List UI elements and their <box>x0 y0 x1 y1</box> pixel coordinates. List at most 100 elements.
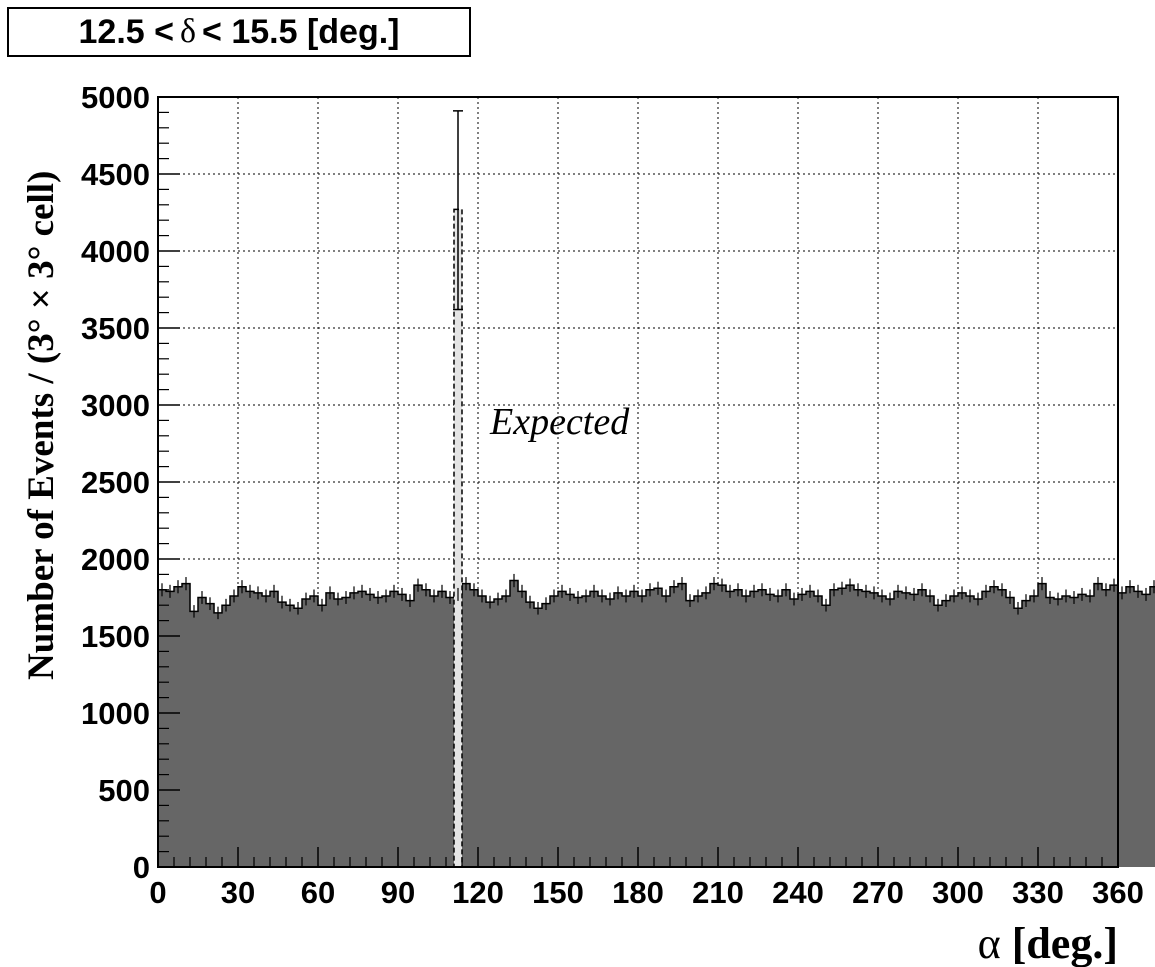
x-tick-label: 300 <box>932 875 984 910</box>
histogram-bar <box>1126 586 1135 867</box>
histogram-bar <box>486 602 495 867</box>
histogram-bar <box>334 599 343 867</box>
histogram-bar <box>190 611 199 867</box>
histogram-bar <box>542 603 551 867</box>
histogram-bar <box>462 583 471 867</box>
y-tick-label: 1500 <box>81 619 150 654</box>
histogram-bar <box>694 595 703 867</box>
histogram-bar <box>822 605 831 867</box>
histogram-bar <box>766 594 775 867</box>
y-tick-label: 3500 <box>81 311 150 346</box>
observed-histogram <box>158 579 1155 867</box>
histogram-bar <box>286 605 295 867</box>
x-tick-label: 90 <box>381 875 415 910</box>
histogram-bar <box>446 597 455 867</box>
histogram-bar <box>838 588 847 867</box>
histogram-bar <box>630 591 639 867</box>
histogram-bar <box>918 589 927 867</box>
histogram-bar <box>782 589 791 867</box>
histogram-bar <box>1030 595 1039 867</box>
histogram-bar <box>598 595 607 867</box>
histogram-bar <box>1110 585 1119 867</box>
histogram-bar <box>886 599 895 867</box>
histogram-bar <box>1142 594 1151 867</box>
histogram-bar <box>966 595 975 867</box>
histogram-bar <box>854 589 863 867</box>
histogram-bar <box>870 592 879 867</box>
y-tick-label: 2500 <box>81 465 150 500</box>
histogram-bar <box>374 597 383 867</box>
histogram-bar <box>414 585 423 867</box>
histogram-bar <box>246 591 255 867</box>
histogram-bar <box>406 600 415 867</box>
histogram-bar <box>398 594 407 867</box>
histogram-bar <box>686 600 695 867</box>
x-tick-labels: 0 30 60 90 120 150 180 210 240 270 300 330 360 <box>149 875 1143 910</box>
histogram-bar <box>558 591 567 867</box>
histogram-bar <box>830 589 839 867</box>
histogram-bar <box>702 592 711 867</box>
x-tick-label: 330 <box>1012 875 1064 910</box>
chart-title-suffix: < 15.5 [deg.] <box>202 12 400 51</box>
histogram-bar <box>1070 597 1079 867</box>
histogram-bar <box>798 594 807 867</box>
histogram-bar <box>998 589 1007 867</box>
histogram-bar <box>910 594 919 867</box>
histogram-bar <box>574 597 583 867</box>
x-tick-label: 270 <box>852 875 904 910</box>
histogram-bar <box>550 595 559 867</box>
histogram-bar <box>1134 591 1143 867</box>
histogram-bar <box>270 591 279 867</box>
histogram-bar <box>1038 583 1047 867</box>
x-tick-label: 240 <box>772 875 824 910</box>
histogram-bar <box>750 591 759 867</box>
histogram-bar <box>382 595 391 867</box>
histogram-bar <box>342 597 351 867</box>
expected-annotation: Expected <box>489 401 630 443</box>
histogram-bar <box>302 599 311 867</box>
histogram-bar <box>430 595 439 867</box>
histogram-bar <box>726 591 735 867</box>
histogram-bar <box>1054 599 1063 867</box>
y-tick-label: 1000 <box>81 696 150 731</box>
histogram-bar <box>1006 597 1015 867</box>
histogram-bar <box>502 595 511 867</box>
histogram-bar <box>494 599 503 867</box>
histogram-bar <box>198 597 207 867</box>
histogram-bar <box>1118 592 1127 867</box>
error-bars <box>161 573 1155 620</box>
histogram-bar <box>878 595 887 867</box>
histogram-bar <box>774 595 783 867</box>
axis-ticks <box>157 96 1119 868</box>
x-tick-label: 120 <box>452 875 504 910</box>
histogram-bar <box>758 589 767 867</box>
x-axis-alpha: α <box>978 919 1001 967</box>
chart-title-prefix: 12.5 < <box>78 12 174 51</box>
histogram-bar <box>310 595 319 867</box>
histogram-bar <box>470 589 479 867</box>
histogram-bar <box>566 594 575 867</box>
histogram-bar <box>654 588 663 867</box>
histogram-bar <box>662 595 671 867</box>
histogram-bar <box>718 585 727 867</box>
histogram-bar <box>214 612 223 867</box>
x-axis-unit: [deg.] <box>1001 919 1118 967</box>
histogram-bar <box>390 591 399 867</box>
histogram-bar <box>206 603 215 867</box>
histogram-bar <box>982 591 991 867</box>
histogram-bar <box>182 583 191 867</box>
histogram-bar <box>934 605 943 867</box>
histogram-bar <box>710 583 719 867</box>
x-tick-label: 0 <box>149 875 166 910</box>
histogram-bar <box>1014 608 1023 867</box>
histogram-bar <box>670 586 679 867</box>
histogram-bar <box>518 591 527 867</box>
histogram-bar <box>606 599 615 867</box>
histogram-bar <box>526 602 535 867</box>
chart-title-delta: δ <box>179 13 197 50</box>
histogram-bar <box>926 595 935 867</box>
histogram-bar <box>262 595 271 867</box>
histogram-bar <box>350 592 359 867</box>
x-tick-label: 210 <box>692 875 744 910</box>
histogram-bar <box>974 599 983 867</box>
